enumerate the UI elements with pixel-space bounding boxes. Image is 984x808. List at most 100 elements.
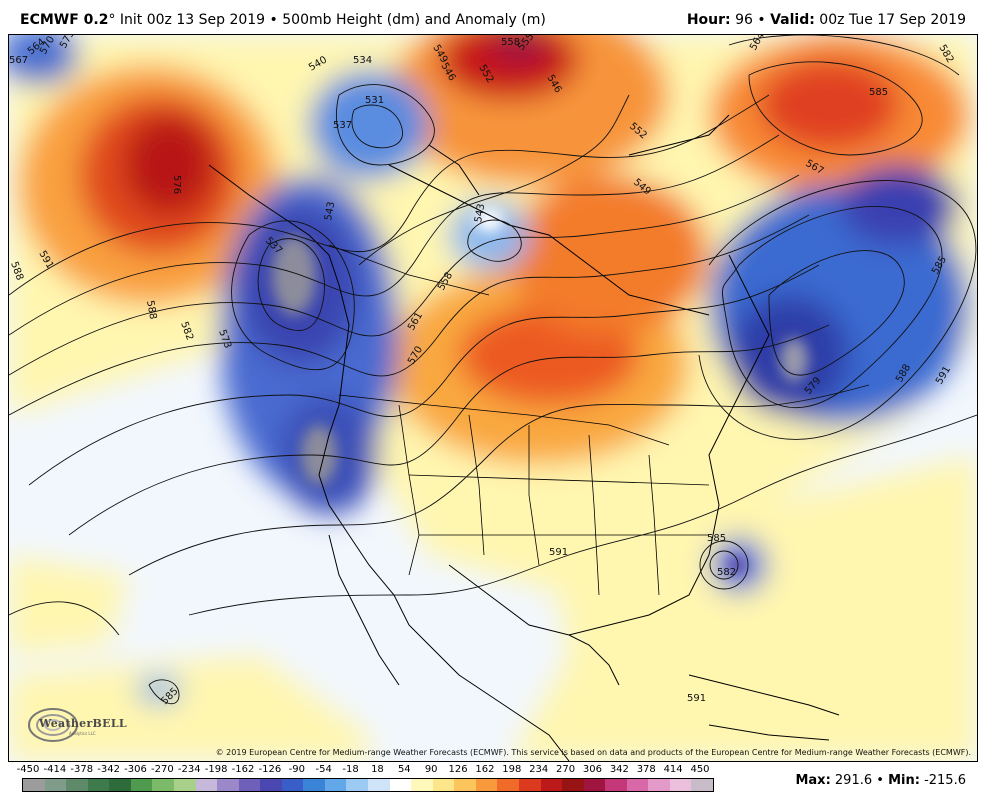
- legend-swatch: [669, 779, 692, 791]
- legend-swatch: [130, 779, 153, 791]
- legend-swatch: [518, 779, 541, 791]
- political-borders: [328, 244, 710, 596]
- legend-tick-label: 126: [448, 764, 468, 775]
- color-legend: -450 -414 -378 -342 -306 -270 -234 -198 -162 -126…: [14, 764, 714, 804]
- legend-swatch: [432, 779, 455, 791]
- legend-tick-label: -126: [258, 764, 282, 775]
- legend-swatch: [454, 779, 476, 791]
- legend-swatch: [109, 779, 131, 791]
- legend-swatch: [368, 779, 390, 791]
- contour-label: 534: [353, 55, 372, 66]
- min-value: -215.6: [924, 773, 966, 788]
- legend-swatch: [475, 779, 498, 791]
- legend-tick-label: -414: [43, 764, 67, 775]
- legend-tick-label: -54: [315, 764, 332, 775]
- legend-swatch: [44, 779, 67, 791]
- legend-tick-label: 90: [424, 764, 438, 775]
- legend-tick-label: -162: [231, 764, 255, 775]
- field-name: 500mb Height (dm) and Anomaly (m): [282, 12, 546, 28]
- legend-swatch: [260, 779, 282, 791]
- contour-label: 588: [9, 260, 25, 282]
- logo-swirl-icon: [28, 708, 78, 742]
- legend-swatch: [648, 779, 670, 791]
- hour-label: Hour:: [686, 12, 731, 28]
- contour-label: 567: [9, 55, 28, 66]
- legend-swatch: [497, 779, 519, 791]
- legend-swatch: [411, 779, 433, 791]
- weatherbell-logo: WeatherBELL Analytics LLC: [25, 701, 127, 747]
- separator: •: [269, 12, 278, 28]
- contour-label: 558: [501, 37, 520, 48]
- legend-tick-label: -18: [342, 764, 359, 775]
- legend-tick-label: -450: [16, 764, 40, 775]
- legend-tick-label: -378: [70, 764, 94, 775]
- valid-time-title: Hour: 96 • Valid: 00z Tue 17 Sep 2019: [687, 12, 966, 28]
- legend-swatch: [540, 779, 563, 791]
- legend-swatch: [23, 779, 45, 791]
- legend-tick-labels: -450 -414 -378 -342 -306 -270 -234 -198 -162 -126…: [14, 764, 714, 778]
- stats-separator: •: [876, 773, 884, 788]
- legend-tick-label: 450: [690, 764, 710, 775]
- legend-swatch: [173, 779, 196, 791]
- legend-swatch: [346, 779, 368, 791]
- contour-label: 591: [687, 693, 706, 704]
- legend-tick-label: 234: [529, 764, 549, 775]
- model-name: ECMWF 0.2: [20, 12, 109, 28]
- legend-tick-label: -198: [204, 764, 228, 775]
- max-min-stats: Max: 291.6 • Min: -215.6: [795, 773, 966, 788]
- hour-value: 96: [735, 12, 753, 28]
- map-title: ECMWF 0.2° Init 00z 13 Sep 2019 • 500mb …: [20, 12, 546, 28]
- legend-swatch: [238, 779, 261, 791]
- legend-swatch: [691, 779, 713, 791]
- legend-swatch: [281, 779, 304, 791]
- legend-tick-label: -90: [288, 764, 305, 775]
- legend-tick-label: 162: [475, 764, 495, 775]
- legend-tick-label: 414: [663, 764, 683, 775]
- contour-label: 537: [333, 120, 352, 131]
- valid-value: 00z Tue 17 Sep 2019: [819, 12, 966, 28]
- legend-tick-label: -306: [124, 764, 147, 775]
- init-time: Init 00z 13 Sep 2019: [119, 12, 266, 28]
- legend-swatch: [87, 779, 110, 791]
- legend-swatch: [605, 779, 627, 791]
- weather-map: 564 567 570 573 540 534 531 537 549 558 …: [8, 34, 978, 762]
- degree-symbol: °: [108, 12, 116, 28]
- anomaly-field: [9, 35, 977, 761]
- legend-tick-label: 378: [636, 764, 656, 775]
- min-label: Min:: [888, 773, 920, 788]
- contour-label: 585: [707, 533, 726, 544]
- valid-label: Valid:: [770, 12, 815, 28]
- logo-subtext: Analytics LLC: [69, 731, 96, 736]
- legend-tick-label: 306: [582, 764, 603, 775]
- height-contours: [9, 35, 977, 705]
- contour-label: 585: [869, 87, 888, 98]
- legend-color-bar: [22, 778, 714, 792]
- legend-swatch: [324, 779, 347, 791]
- separator-2: •: [757, 12, 766, 28]
- legend-tick-label: 198: [502, 764, 522, 775]
- legend-swatch: [583, 779, 606, 791]
- contour-label: 543: [473, 203, 487, 224]
- legend-swatch: [217, 779, 239, 791]
- max-value: 291.6: [834, 773, 873, 788]
- legend-swatch: [152, 779, 174, 791]
- legend-tick-label: -342: [97, 764, 120, 775]
- contour-label: 531: [365, 95, 384, 106]
- contour-label: 576: [171, 175, 182, 194]
- contour-label: 588: [144, 300, 158, 321]
- legend-swatch: [389, 779, 412, 791]
- max-label: Max:: [795, 773, 831, 788]
- map-header: ECMWF 0.2° Init 00z 13 Sep 2019 • 500mb …: [0, 0, 984, 34]
- anomaly-map-svg: 564 567 570 573 540 534 531 537 549 558 …: [9, 35, 977, 761]
- legend-tick-label: -270: [151, 764, 174, 775]
- legend-swatch: [66, 779, 88, 791]
- copyright-notice: © 2019 European Centre for Medium-range …: [215, 748, 971, 757]
- legend-tick-label: 270: [556, 764, 576, 775]
- legend-swatch: [303, 779, 325, 791]
- logo-text: WeatherBELL: [39, 717, 127, 730]
- legend-swatch: [195, 779, 218, 791]
- contour-label: 591: [549, 547, 568, 558]
- contour-label: 543: [323, 201, 337, 222]
- legend-tick-label: 342: [609, 764, 629, 775]
- legend-tick-label: 18: [371, 764, 384, 775]
